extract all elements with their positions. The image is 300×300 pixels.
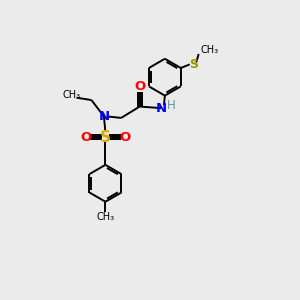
Text: O: O xyxy=(119,131,131,144)
Text: N: N xyxy=(155,102,167,115)
Text: CH₃: CH₃ xyxy=(200,44,218,55)
Text: H: H xyxy=(167,99,176,112)
Text: O: O xyxy=(134,80,145,94)
Text: S: S xyxy=(100,130,111,145)
Text: CH₃: CH₃ xyxy=(62,90,80,100)
Text: N: N xyxy=(98,110,110,123)
Text: CH₃: CH₃ xyxy=(96,212,115,222)
Text: S: S xyxy=(189,58,198,71)
Text: O: O xyxy=(80,131,92,144)
